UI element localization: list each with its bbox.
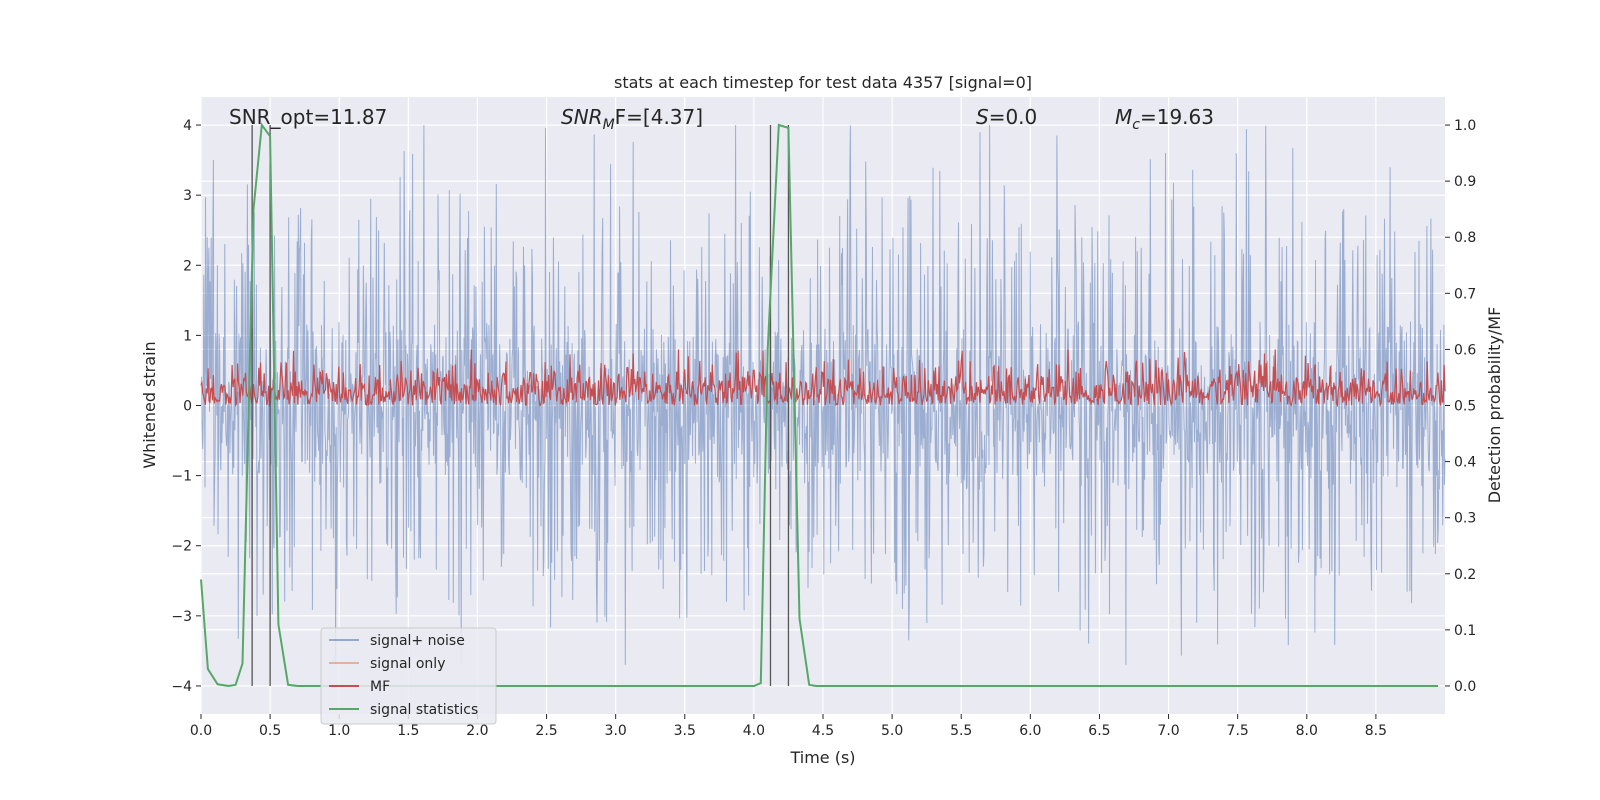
x-tick-label: 4.5	[812, 723, 834, 739]
annotation-mc: Mc=19.63	[1115, 105, 1214, 133]
annotation-s: S=0.0	[976, 105, 1037, 129]
x-tick-label: 6.5	[1088, 723, 1110, 739]
y2-tick-label: 0.9	[1454, 174, 1476, 190]
y2-tick-label: 0.6	[1454, 342, 1476, 358]
axis-ticks: 0.0 0.5 1.0 1.5 2.0 2.5 3.0 3.5 4.0 4.5 5.0 5.5 6.0 6…	[171, 118, 1476, 739]
y-tick-label: 1	[183, 328, 192, 344]
signal-noise-line	[200, 124, 1446, 665]
annotation-snr-opt: SNR_opt=11.87	[229, 105, 387, 129]
x-tick-label: 6.0	[1019, 723, 1041, 739]
x-tick-label: 5.0	[881, 723, 903, 739]
y2-tick-label: 0.0	[1454, 679, 1476, 695]
x-tick-label: 1.5	[397, 723, 419, 739]
legend-label-signal-only: signal only	[370, 656, 445, 672]
mf-line	[200, 349, 1446, 408]
x-tick-label: 7.5	[1227, 723, 1249, 739]
legend-label-signal-noise: signal+ noise	[370, 633, 465, 649]
y2-tick-label: 1.0	[1454, 118, 1476, 134]
chart-title: stats at each timestep for test data 435…	[614, 73, 1032, 92]
y-tick-label: −4	[171, 679, 192, 695]
grid-lines	[200, 97, 1445, 714]
y2-tick-label: 0.5	[1454, 399, 1476, 415]
x-tick-label: 2.5	[535, 723, 557, 739]
x-tick-label: 3.5	[674, 723, 696, 739]
y2-axis-label: Detection probability/MF	[1485, 307, 1504, 504]
x-tick-label: 5.5	[950, 723, 972, 739]
mf-series	[200, 349, 1446, 408]
y2-tick-label: 0.3	[1454, 511, 1476, 527]
x-tick-label: 8.0	[1296, 723, 1318, 739]
annotation-snr-mf: SNRMF=[4.37]	[561, 105, 703, 133]
x-tick-label: 2.0	[466, 723, 488, 739]
legend-label-signal-statistics: signal statistics	[370, 702, 478, 718]
y2-tick-label: 0.1	[1454, 623, 1476, 639]
signal-noise-series	[200, 124, 1446, 665]
y-tick-label: 3	[183, 188, 192, 204]
x-tick-label: 7.0	[1157, 723, 1179, 739]
y-tick-label: −1	[171, 469, 192, 485]
x-axis-label: Time (s)	[789, 748, 855, 767]
y-axis-label: Whitened strain	[140, 341, 159, 468]
legend-label-mf: MF	[370, 679, 390, 695]
vertical-markers	[251, 125, 790, 686]
signal-statistics-line	[200, 122, 1439, 688]
signal-statistics-series	[200, 122, 1439, 688]
y-tick-label: 0	[183, 399, 192, 415]
y-tick-label: 4	[183, 118, 192, 134]
x-tick-label: 0.0	[190, 723, 212, 739]
y-tick-label: −3	[171, 609, 192, 625]
y2-tick-label: 0.8	[1454, 230, 1476, 246]
y2-tick-label: 0.2	[1454, 567, 1476, 583]
y-tick-label: −2	[171, 539, 192, 555]
x-tick-label: 8.5	[1365, 723, 1387, 739]
legend: signal+ noise signal only MF signal stat…	[320, 627, 497, 725]
x-tick-label: 4.0	[743, 723, 765, 739]
y-tick-label: 2	[183, 258, 192, 274]
legend-box	[320, 627, 497, 725]
x-tick-label: 3.0	[605, 723, 627, 739]
x-tick-label: 0.5	[259, 723, 281, 739]
y2-tick-label: 0.7	[1454, 286, 1476, 302]
x-tick-label: 1.0	[328, 723, 350, 739]
y2-tick-label: 0.4	[1454, 455, 1476, 471]
